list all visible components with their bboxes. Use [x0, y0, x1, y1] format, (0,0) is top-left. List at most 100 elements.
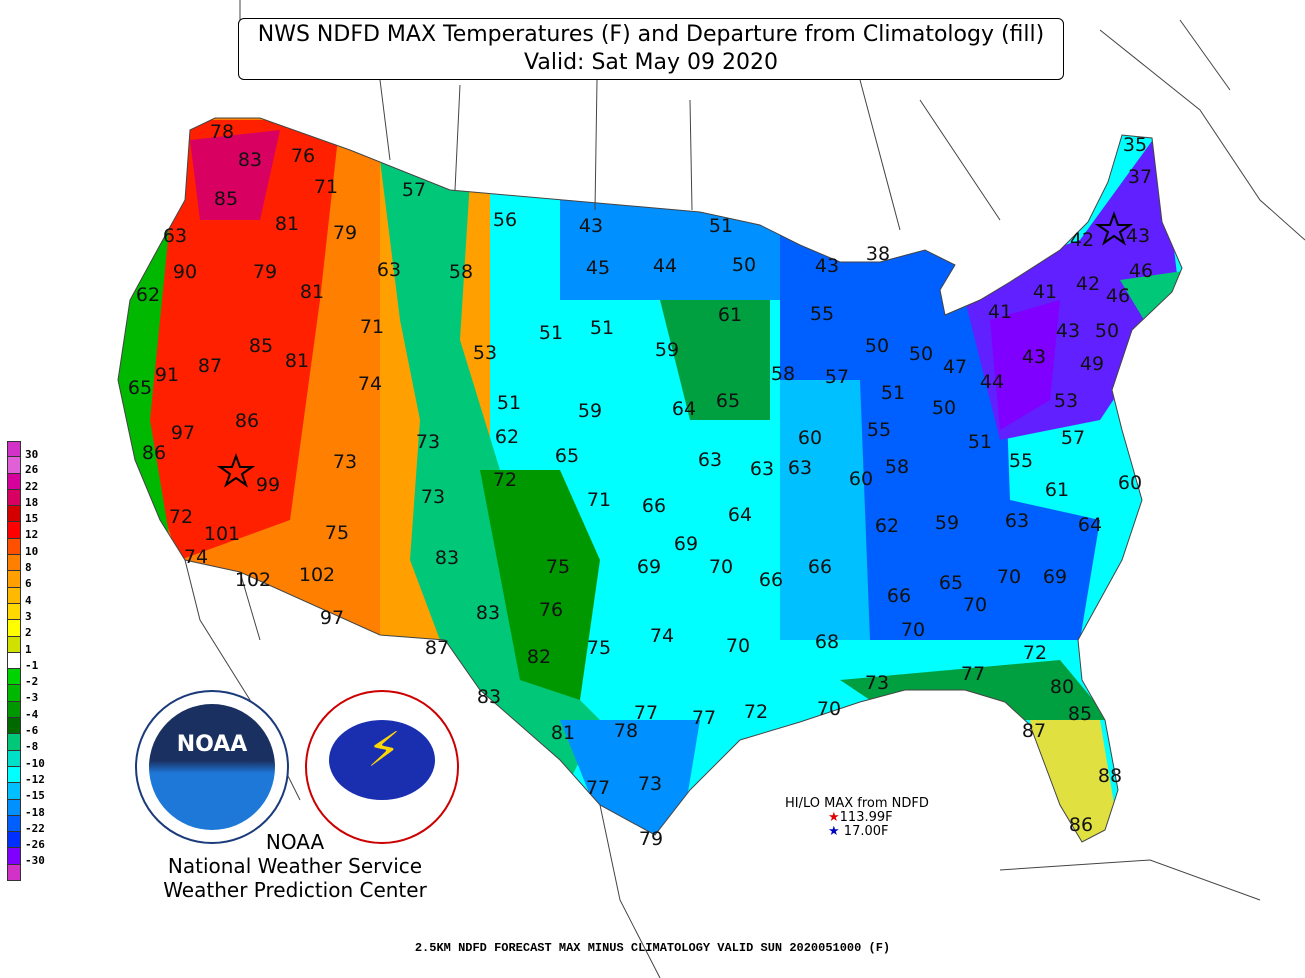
temperature-label: 79 [252, 261, 278, 283]
temperature-label: 64 [1077, 514, 1103, 536]
temperature-label: 97 [170, 422, 196, 444]
legend-label: 8 [25, 561, 32, 575]
temperature-label: 91 [154, 364, 180, 386]
temperature-label: 57 [401, 179, 427, 201]
temperature-label: 65 [554, 445, 580, 467]
temperature-label: 85 [1067, 703, 1093, 725]
temperature-label: 88 [1097, 765, 1123, 787]
temperature-label: 75 [324, 522, 350, 544]
temperature-label: 50 [1094, 320, 1120, 342]
temperature-label: 83 [476, 686, 502, 708]
temperature-label: 77 [585, 777, 611, 799]
legend-label: -3 [25, 691, 39, 705]
temperature-label: 57 [824, 366, 850, 388]
temperature-label: 50 [908, 343, 934, 365]
temperature-label: 55 [866, 419, 892, 441]
temperature-label: 71 [313, 176, 339, 198]
legend-swatch: -26 [7, 832, 45, 851]
temperature-label: 38 [865, 243, 891, 265]
temperature-label: 73 [864, 672, 890, 694]
blue-star-icon: ★ [828, 824, 840, 839]
temperature-label: 69 [636, 556, 662, 578]
credit-noaa: NOAA [265, 830, 325, 854]
legend-label: -8 [25, 740, 39, 754]
temperature-label: 49 [1079, 353, 1105, 375]
legend-swatch: -22 [7, 815, 45, 835]
temperature-label: 66 [886, 585, 912, 607]
temperature-label: 50 [931, 397, 957, 419]
temperature-label: 68 [814, 631, 840, 653]
temperature-label: 78 [613, 720, 639, 742]
temperature-label: 102 [234, 569, 272, 591]
temperature-label: 63 [697, 449, 723, 471]
temperature-label: 63 [787, 457, 813, 479]
legend-swatch: 6 [7, 571, 32, 590]
temperature-label: 75 [586, 637, 612, 659]
legend-label: 15 [25, 512, 39, 526]
temperature-label: 81 [274, 213, 300, 235]
temperature-label: 65 [938, 572, 964, 594]
temperature-label: 85 [248, 335, 274, 357]
temperature-label: 62 [135, 284, 161, 306]
temperature-label: 71 [586, 489, 612, 511]
temperature-label: 47 [942, 356, 968, 378]
temperature-label: 64 [671, 398, 697, 420]
boundaries [117, 0, 1305, 978]
temperature-label: 73 [420, 486, 446, 508]
legend-label: -26 [25, 838, 45, 852]
legend-swatch: -12 [7, 766, 45, 786]
temperature-label: 43 [1125, 225, 1151, 247]
temperature-label: 72 [168, 506, 194, 528]
legend-label: 4 [25, 593, 32, 607]
noaa-logo: NOAA [135, 690, 289, 844]
temperature-label: 57 [1060, 427, 1086, 449]
credit-nws: National Weather Service [167, 854, 423, 878]
temperature-label: 86 [1068, 814, 1094, 836]
nws-logo: ⚡ [305, 690, 459, 844]
temperature-label: 58 [770, 363, 796, 385]
temperature-label: 70 [900, 619, 926, 641]
hilo-box: HI/LO MAX from NDFD ★113.99F ★ 17.00F [785, 797, 929, 839]
temperature-label: 76 [290, 145, 316, 167]
legend-swatch: -4 [7, 701, 38, 721]
temperature-label: 41 [987, 301, 1013, 323]
temperature-label: 50 [864, 335, 890, 357]
legend-label: 30 [25, 448, 39, 461]
temperature-label: 76 [538, 599, 564, 621]
legend-swatch: 4 [7, 587, 32, 607]
credit-wpc: Weather Prediction Center [163, 878, 427, 902]
temperature-label: 70 [996, 566, 1022, 588]
temperature-label: 72 [492, 469, 518, 491]
temperature-label: 42 [1069, 229, 1095, 251]
min-temperature-star-icon [1094, 211, 1134, 246]
temperature-label: 70 [962, 594, 988, 616]
temperature-label: 75 [545, 556, 571, 578]
temperature-label: 37 [1127, 166, 1153, 188]
map-title: NWS NDFD MAX Temperatures (F) and Depart… [238, 18, 1064, 80]
temperature-label: 77 [691, 707, 717, 729]
temperature-label: 73 [332, 451, 358, 473]
temperature-label: 87 [1021, 720, 1047, 742]
temperature-label: 72 [1022, 642, 1048, 664]
legend-label: 18 [25, 495, 39, 509]
temperature-label: 70 [725, 635, 751, 657]
legend-swatch: 1 [7, 636, 32, 656]
color-legend: 30 26 22 18 15 12 10 8 6 4 3 2 1 -1 -2 -3 -4 -6 -8 -10 -12 -1… [7, 441, 45, 882]
legend-swatch: 30 [7, 441, 38, 461]
temperature-label: 85 [213, 188, 239, 210]
temperature-label: 51 [496, 392, 522, 414]
temperature-label: 53 [472, 342, 498, 364]
temperature-label: 62 [874, 515, 900, 537]
temperature-label: 81 [284, 350, 310, 372]
legend-swatch: 2 [7, 620, 32, 639]
temperature-label: 79 [638, 828, 664, 850]
legend-label: 22 [25, 479, 39, 493]
legend-swatch: 3 [7, 603, 32, 623]
temperature-label: 77 [633, 702, 659, 724]
credit-block: NOAA National Weather Service Weather Pr… [150, 830, 440, 902]
legend-swatch: 26 [7, 457, 38, 476]
legend-label: -22 [25, 821, 45, 835]
legend-label: 12 [25, 528, 39, 542]
temperature-label: 50 [731, 254, 757, 276]
temperature-label: 59 [577, 400, 603, 422]
